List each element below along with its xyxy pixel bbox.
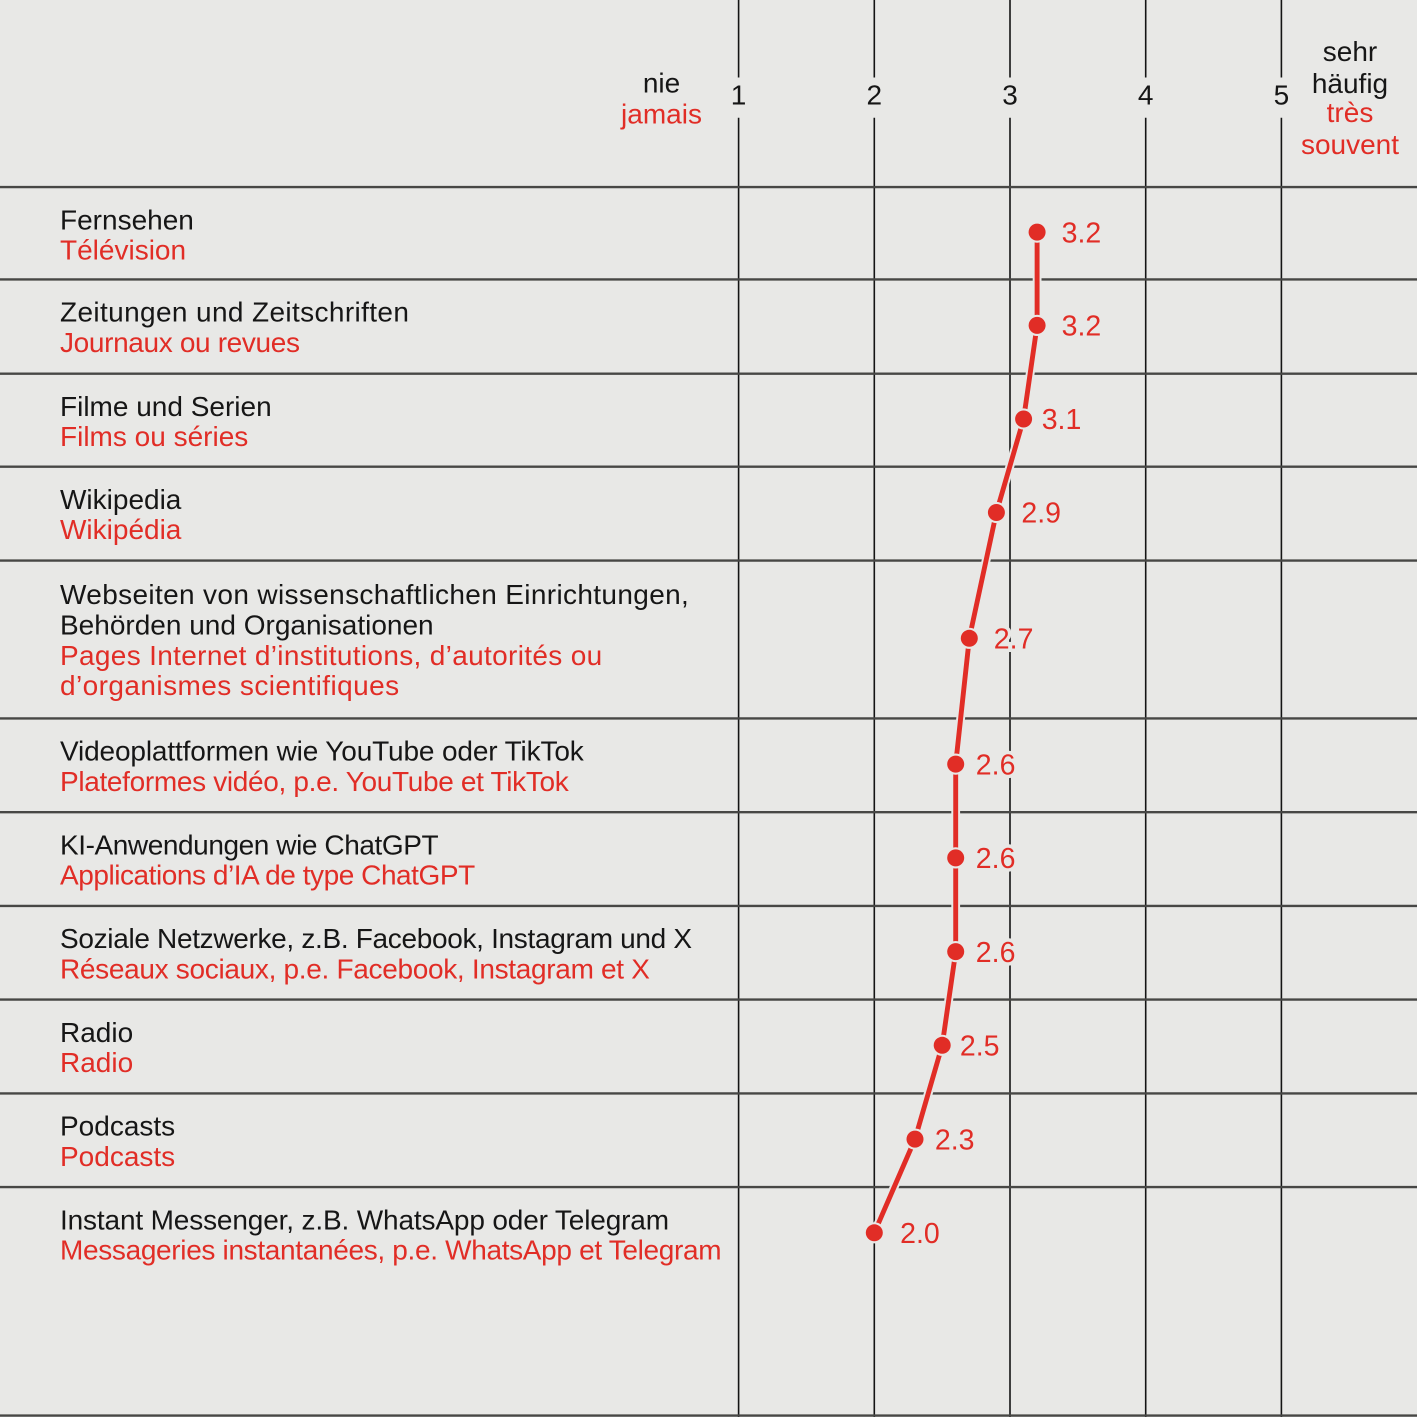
svg-text:Webseiten von wissenschaftlich: Webseiten von wissenschaftlichen Einrich… bbox=[60, 579, 689, 610]
svg-text:2: 2 bbox=[867, 80, 883, 111]
svg-text:très: très bbox=[1327, 97, 1374, 128]
svg-text:2.9: 2.9 bbox=[1021, 498, 1061, 530]
svg-text:häufig: häufig bbox=[1312, 68, 1388, 99]
svg-text:sehr: sehr bbox=[1323, 36, 1377, 67]
svg-text:3.2: 3.2 bbox=[1062, 311, 1102, 343]
svg-text:Soziale Netzwerke, z.B. Facebo: Soziale Netzwerke, z.B. Facebook, Instag… bbox=[60, 923, 692, 954]
svg-text:souvent: souvent bbox=[1301, 129, 1399, 160]
svg-text:Télévision: Télévision bbox=[60, 235, 186, 266]
svg-text:2.6: 2.6 bbox=[976, 937, 1016, 969]
svg-text:Messageries instantanées, p.e.: Messageries instantanées, p.e. WhatsApp … bbox=[60, 1235, 721, 1266]
svg-text:2.3: 2.3 bbox=[935, 1124, 975, 1156]
svg-text:3: 3 bbox=[1002, 80, 1018, 111]
svg-text:Zeitungen und Zeitschriften: Zeitungen und Zeitschriften bbox=[60, 297, 409, 328]
svg-text:4: 4 bbox=[1138, 80, 1154, 111]
svg-text:Behörden und Organisationen: Behörden und Organisationen bbox=[60, 610, 434, 641]
svg-text:3.1: 3.1 bbox=[1042, 404, 1082, 436]
svg-text:Réseaux sociaux, p.e. Facebook: Réseaux sociaux, p.e. Facebook, Instagra… bbox=[60, 953, 650, 984]
svg-text:2.0: 2.0 bbox=[900, 1218, 940, 1250]
svg-text:5: 5 bbox=[1274, 80, 1290, 111]
svg-text:Filme und Serien: Filme und Serien bbox=[60, 391, 272, 422]
svg-text:3.2: 3.2 bbox=[1062, 217, 1102, 249]
svg-text:Wikipédia: Wikipédia bbox=[60, 514, 182, 545]
svg-text:Radio: Radio bbox=[60, 1017, 133, 1048]
svg-text:nie: nie bbox=[643, 68, 680, 99]
svg-text:2.6: 2.6 bbox=[976, 749, 1016, 781]
svg-text:Films ou séries: Films ou séries bbox=[60, 421, 248, 452]
svg-text:Instant Messenger, z.B. WhatsA: Instant Messenger, z.B. WhatsApp oder Te… bbox=[60, 1204, 669, 1235]
svg-text:Podcasts: Podcasts bbox=[60, 1111, 175, 1142]
svg-text:Videoplattformen wie YouTube o: Videoplattformen wie YouTube oder TikTok bbox=[60, 736, 585, 767]
svg-text:2.5: 2.5 bbox=[960, 1031, 1000, 1063]
svg-text:Plateformes vidéo, p.e. YouTub: Plateformes vidéo, p.e. YouTube et TikTo… bbox=[60, 766, 570, 797]
svg-text:Journaux ou revues: Journaux ou revues bbox=[60, 327, 300, 358]
svg-text:Wikipedia: Wikipedia bbox=[60, 484, 182, 515]
svg-text:2.7: 2.7 bbox=[994, 624, 1034, 656]
svg-text:Radio: Radio bbox=[60, 1047, 133, 1078]
svg-text:KI-Anwendungen wie ChatGPT: KI-Anwendungen wie ChatGPT bbox=[60, 829, 438, 860]
svg-text:1: 1 bbox=[731, 80, 747, 111]
svg-text:Podcasts: Podcasts bbox=[60, 1141, 175, 1172]
svg-text:Applications d’IA de type Chat: Applications d’IA de type ChatGPT bbox=[60, 860, 475, 891]
svg-text:jamais: jamais bbox=[620, 99, 702, 130]
svg-text:d’organismes scientifiques: d’organismes scientifiques bbox=[60, 670, 400, 701]
svg-text:Fernsehen: Fernsehen bbox=[60, 204, 194, 235]
svg-text:Pages Internet d’institutions,: Pages Internet d’institutions, d’autorit… bbox=[60, 640, 603, 671]
svg-text:2.6: 2.6 bbox=[976, 843, 1016, 875]
